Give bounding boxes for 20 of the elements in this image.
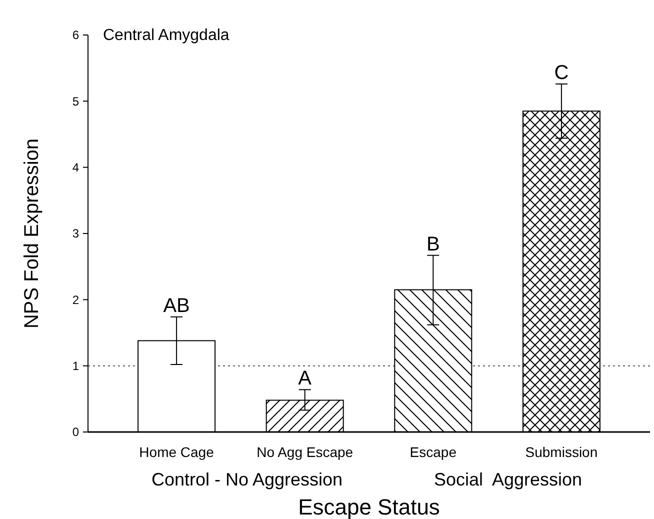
x-tick-label: Submission xyxy=(525,444,598,460)
x-tick-label: Escape xyxy=(410,444,457,460)
text: Social Aggression xyxy=(434,469,582,490)
y-tick-label: 1 xyxy=(72,359,80,374)
y-tick-label: 5 xyxy=(72,94,80,108)
annotation: B xyxy=(426,233,440,256)
y-axis-title: NPS Fold Expression xyxy=(21,138,43,329)
y-tick-label: 2 xyxy=(72,292,80,307)
y-tick-label: 6 xyxy=(72,28,80,42)
annotation: C xyxy=(554,62,569,84)
text: Control - No Aggression xyxy=(151,469,343,490)
y-tick-label: 3 xyxy=(72,226,80,241)
x-tick-label: No Agg Escape xyxy=(256,444,354,460)
chart-title: Central Amygdala xyxy=(103,27,230,44)
annotation: A xyxy=(298,368,312,390)
annotation: AB xyxy=(163,294,190,317)
y-tick-label: 4 xyxy=(72,160,80,175)
y-tick-label: 0 xyxy=(72,425,80,440)
x-tick-label: Home Cage xyxy=(139,444,214,460)
x-axis-title: Escape Status xyxy=(298,494,440,519)
